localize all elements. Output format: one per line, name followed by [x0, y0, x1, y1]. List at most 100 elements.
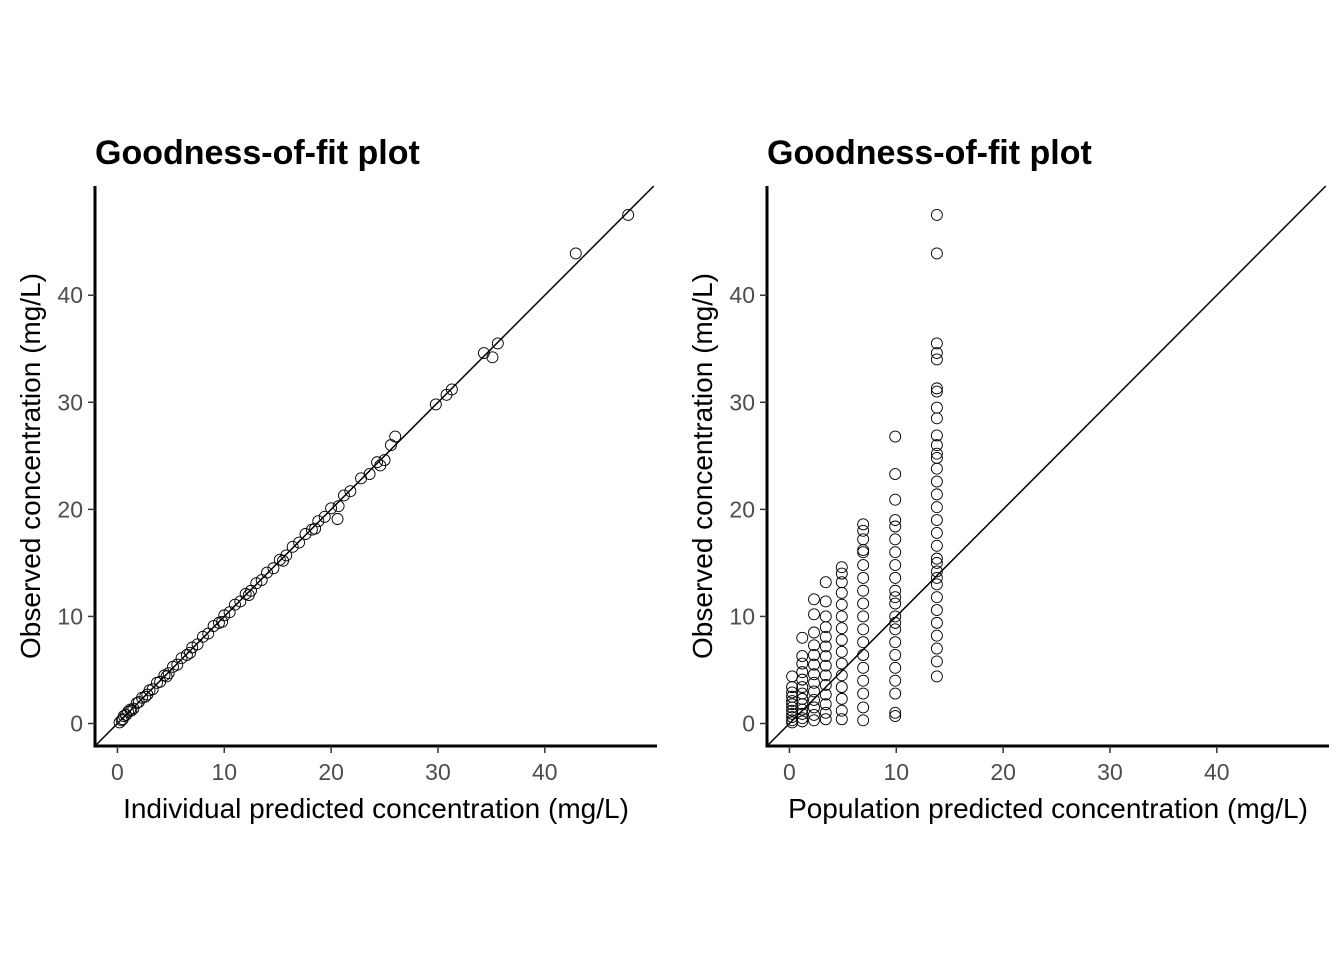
data-point [930, 514, 943, 527]
data-point [930, 439, 943, 452]
data-point [889, 661, 902, 674]
data-point [889, 546, 902, 559]
data-point [857, 518, 870, 531]
data-point [930, 642, 943, 655]
data-point [819, 610, 832, 623]
data-point [857, 714, 870, 727]
data-point [819, 688, 832, 701]
data-point [445, 383, 458, 396]
data-point [796, 692, 809, 705]
data-point [857, 649, 870, 661]
data-point [569, 247, 582, 260]
data-point [309, 522, 322, 535]
data-point [808, 626, 820, 639]
data-point [786, 698, 799, 711]
data-point [835, 704, 848, 717]
y-tick-label: 20 [729, 496, 755, 522]
data-point [819, 659, 832, 672]
data-point [889, 610, 902, 623]
data-point [299, 528, 312, 540]
x-axis-label: Population predicted concentration (mg/L… [788, 793, 1308, 824]
data-point [889, 514, 902, 527]
data-point [930, 578, 943, 591]
data-point [277, 554, 289, 567]
data-point [216, 615, 229, 628]
data-point [889, 533, 902, 546]
panel-title: Goodness-of-fit plot [95, 134, 420, 172]
data-point [819, 698, 832, 711]
data-point [930, 552, 943, 565]
data-point [389, 430, 402, 443]
data-point [889, 559, 902, 571]
data-point [889, 430, 902, 443]
data-point [160, 670, 173, 683]
x-axis-label: Individual predicted concentration (mg/L… [123, 793, 629, 824]
data-point [819, 595, 832, 608]
data-point [835, 598, 848, 611]
data-point [857, 636, 870, 649]
x-tick-label: 10 [211, 759, 237, 785]
data-point [930, 353, 943, 366]
data-point [808, 649, 820, 661]
data-point [796, 681, 809, 694]
data-point [930, 591, 943, 604]
data-point [857, 584, 870, 597]
data-point [930, 670, 943, 683]
data-point [835, 622, 848, 635]
data-point [930, 571, 943, 584]
data-point [835, 645, 848, 658]
data-point [930, 401, 943, 414]
data-point [796, 707, 809, 720]
y-axis-label: Observed concentration (mg/L) [687, 273, 718, 659]
data-point [930, 452, 943, 464]
data-point [835, 657, 848, 670]
y-tick-label: 0 [742, 711, 755, 737]
data-point [819, 640, 832, 653]
data-point [930, 556, 943, 569]
data-point [796, 657, 809, 670]
data-point [337, 489, 350, 502]
data-point [141, 688, 154, 701]
y-axis-label: Observed concentration (mg/L) [15, 273, 46, 659]
data-point [930, 382, 943, 395]
y-tick-label: 20 [57, 496, 83, 522]
panel-title: Goodness-of-fit plot [767, 134, 1092, 172]
data-point [930, 385, 943, 398]
data-point [889, 493, 902, 506]
data-point [889, 649, 902, 661]
data-point [796, 666, 809, 679]
data-point [808, 685, 820, 698]
data-point [374, 459, 387, 472]
y-tick-label: 40 [729, 282, 755, 308]
data-point [930, 488, 943, 501]
data-point [857, 687, 870, 700]
data-point [930, 629, 943, 642]
x-tick-label: 40 [532, 759, 558, 785]
data-point [796, 631, 809, 644]
y-tick-label: 30 [57, 389, 83, 415]
y-tick-label: 10 [729, 603, 755, 629]
data-point [857, 559, 870, 571]
data-point [796, 650, 809, 663]
x-tick-label: 0 [111, 759, 124, 785]
data-point [930, 526, 943, 539]
y-tick-label: 0 [70, 711, 83, 737]
data-point [242, 589, 255, 601]
data-point [930, 655, 943, 668]
data-point [796, 673, 809, 686]
x-tick-label: 20 [990, 759, 1016, 785]
data-point [162, 667, 175, 680]
data-point [857, 623, 870, 636]
data-point [819, 576, 832, 589]
data-point [796, 712, 809, 725]
data-point [889, 597, 902, 610]
data-point [819, 669, 832, 682]
y-tick-label: 30 [729, 389, 755, 415]
data-point [786, 686, 799, 699]
x-tick-label: 30 [425, 759, 451, 785]
data-point [835, 576, 848, 589]
data-point [930, 501, 943, 514]
data-point [889, 468, 902, 480]
